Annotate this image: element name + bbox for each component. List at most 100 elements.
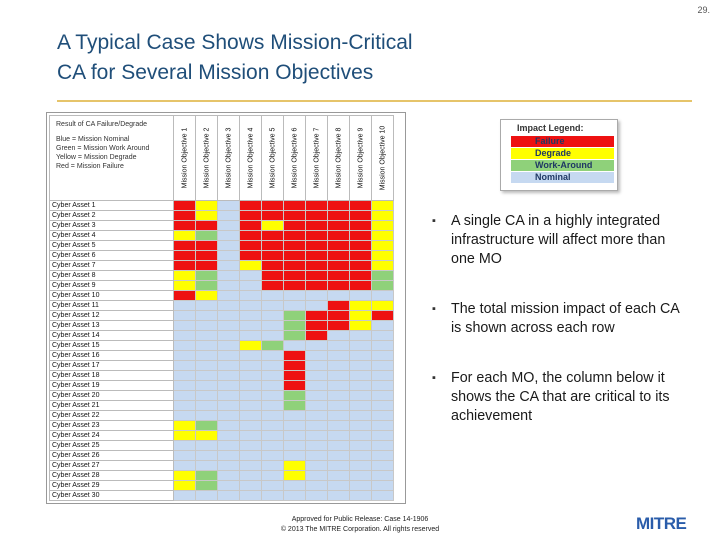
work-around-cell <box>195 270 218 281</box>
work-around-cell <box>371 280 394 291</box>
nominal-cell <box>217 240 240 251</box>
failure-cell <box>283 370 306 381</box>
nominal-cell <box>195 360 218 371</box>
nominal-cell <box>283 430 306 441</box>
work-around-cell <box>195 480 218 491</box>
nominal-cell <box>195 300 218 311</box>
failure-cell <box>283 240 306 251</box>
table-row: Cyber Asset 15 <box>49 340 394 351</box>
failure-cell <box>195 240 218 251</box>
degrade-cell <box>349 320 372 331</box>
row-label: Cyber Asset 25 <box>49 440 174 451</box>
column-header-label: Mission Objective 10 <box>379 125 386 191</box>
nominal-cell <box>305 480 328 491</box>
matrix-corner-key: Result of CA Failure/Degrade Blue = Miss… <box>49 115 174 201</box>
nominal-cell <box>239 470 262 481</box>
nominal-cell <box>173 320 196 331</box>
nominal-cell <box>195 370 218 381</box>
row-label: Cyber Asset 26 <box>49 450 174 461</box>
column-header-mission-objective-4: Mission Objective 4 <box>239 115 262 201</box>
failure-cell <box>327 210 350 221</box>
nominal-cell <box>349 290 372 301</box>
failure-cell <box>173 210 196 221</box>
nominal-cell <box>261 350 284 361</box>
nominal-cell <box>217 390 240 401</box>
degrade-cell <box>371 220 394 231</box>
row-label: Cyber Asset 22 <box>49 410 174 421</box>
table-row: Cyber Asset 9 <box>49 280 394 291</box>
nominal-cell <box>327 400 350 411</box>
nominal-cell <box>261 460 284 471</box>
row-label: Cyber Asset 4 <box>49 230 174 241</box>
mitre-logo: MITRE <box>636 514 687 531</box>
failure-cell <box>283 380 306 391</box>
nominal-cell <box>349 470 372 481</box>
nominal-cell <box>217 350 240 361</box>
nominal-cell <box>327 450 350 461</box>
degrade-cell <box>173 430 196 441</box>
row-label: Cyber Asset 10 <box>49 290 174 301</box>
table-row: Cyber Asset 1 <box>49 200 394 211</box>
table-row: Cyber Asset 25 <box>49 440 394 451</box>
row-label: Cyber Asset 6 <box>49 250 174 261</box>
nominal-cell <box>371 290 394 301</box>
degrade-cell <box>195 290 218 301</box>
nominal-cell <box>173 390 196 401</box>
table-row: Cyber Asset 29 <box>49 480 394 491</box>
failure-cell <box>173 200 196 211</box>
corner-key-line: Red = Mission Failure <box>56 163 124 170</box>
row-label: Cyber Asset 23 <box>49 420 174 431</box>
nominal-cell <box>261 370 284 381</box>
table-row: Cyber Asset 22 <box>49 410 394 421</box>
nominal-cell <box>327 430 350 441</box>
work-around-cell <box>283 330 306 341</box>
failure-cell <box>283 280 306 291</box>
nominal-cell <box>327 490 350 501</box>
degrade-cell <box>173 270 196 281</box>
degrade-cell <box>195 210 218 221</box>
nominal-cell <box>173 300 196 311</box>
work-around-cell <box>261 340 284 351</box>
failure-cell <box>261 270 284 281</box>
failure-cell <box>327 200 350 211</box>
nominal-cell <box>173 440 196 451</box>
degrade-cell <box>239 340 262 351</box>
failure-cell <box>195 250 218 261</box>
legend-item-nominal: Nominal <box>511 172 614 183</box>
nominal-cell <box>349 360 372 371</box>
impact-matrix-table: Result of CA Failure/Degrade Blue = Miss… <box>49 115 394 501</box>
nominal-cell <box>217 230 240 241</box>
nominal-cell <box>261 300 284 311</box>
nominal-cell <box>239 320 262 331</box>
nominal-cell <box>195 410 218 421</box>
nominal-cell <box>217 430 240 441</box>
degrade-cell <box>349 310 372 321</box>
failure-cell <box>305 320 328 331</box>
failure-cell <box>239 210 262 221</box>
table-row: Cyber Asset 8 <box>49 270 394 281</box>
failure-cell <box>261 240 284 251</box>
failure-cell <box>261 260 284 271</box>
bullet-square-icon: ▪ <box>432 303 436 315</box>
nominal-cell <box>195 450 218 461</box>
nominal-cell <box>349 350 372 361</box>
nominal-cell <box>217 460 240 471</box>
table-row: Cyber Asset 14 <box>49 330 394 341</box>
nominal-cell <box>217 340 240 351</box>
nominal-cell <box>371 480 394 491</box>
nominal-cell <box>327 460 350 471</box>
failure-cell <box>327 240 350 251</box>
nominal-cell <box>261 420 284 431</box>
nominal-cell <box>327 290 350 301</box>
nominal-cell <box>349 410 372 421</box>
failure-cell <box>305 330 328 341</box>
failure-cell <box>327 220 350 231</box>
failure-cell <box>327 270 350 281</box>
legend-title: Impact Legend: <box>517 123 584 133</box>
nominal-cell <box>195 400 218 411</box>
row-label: Cyber Asset 8 <box>49 270 174 281</box>
nominal-cell <box>349 400 372 411</box>
nominal-cell <box>261 450 284 461</box>
column-header-mission-objective-7: Mission Objective 7 <box>305 115 328 201</box>
failure-cell <box>349 220 372 231</box>
